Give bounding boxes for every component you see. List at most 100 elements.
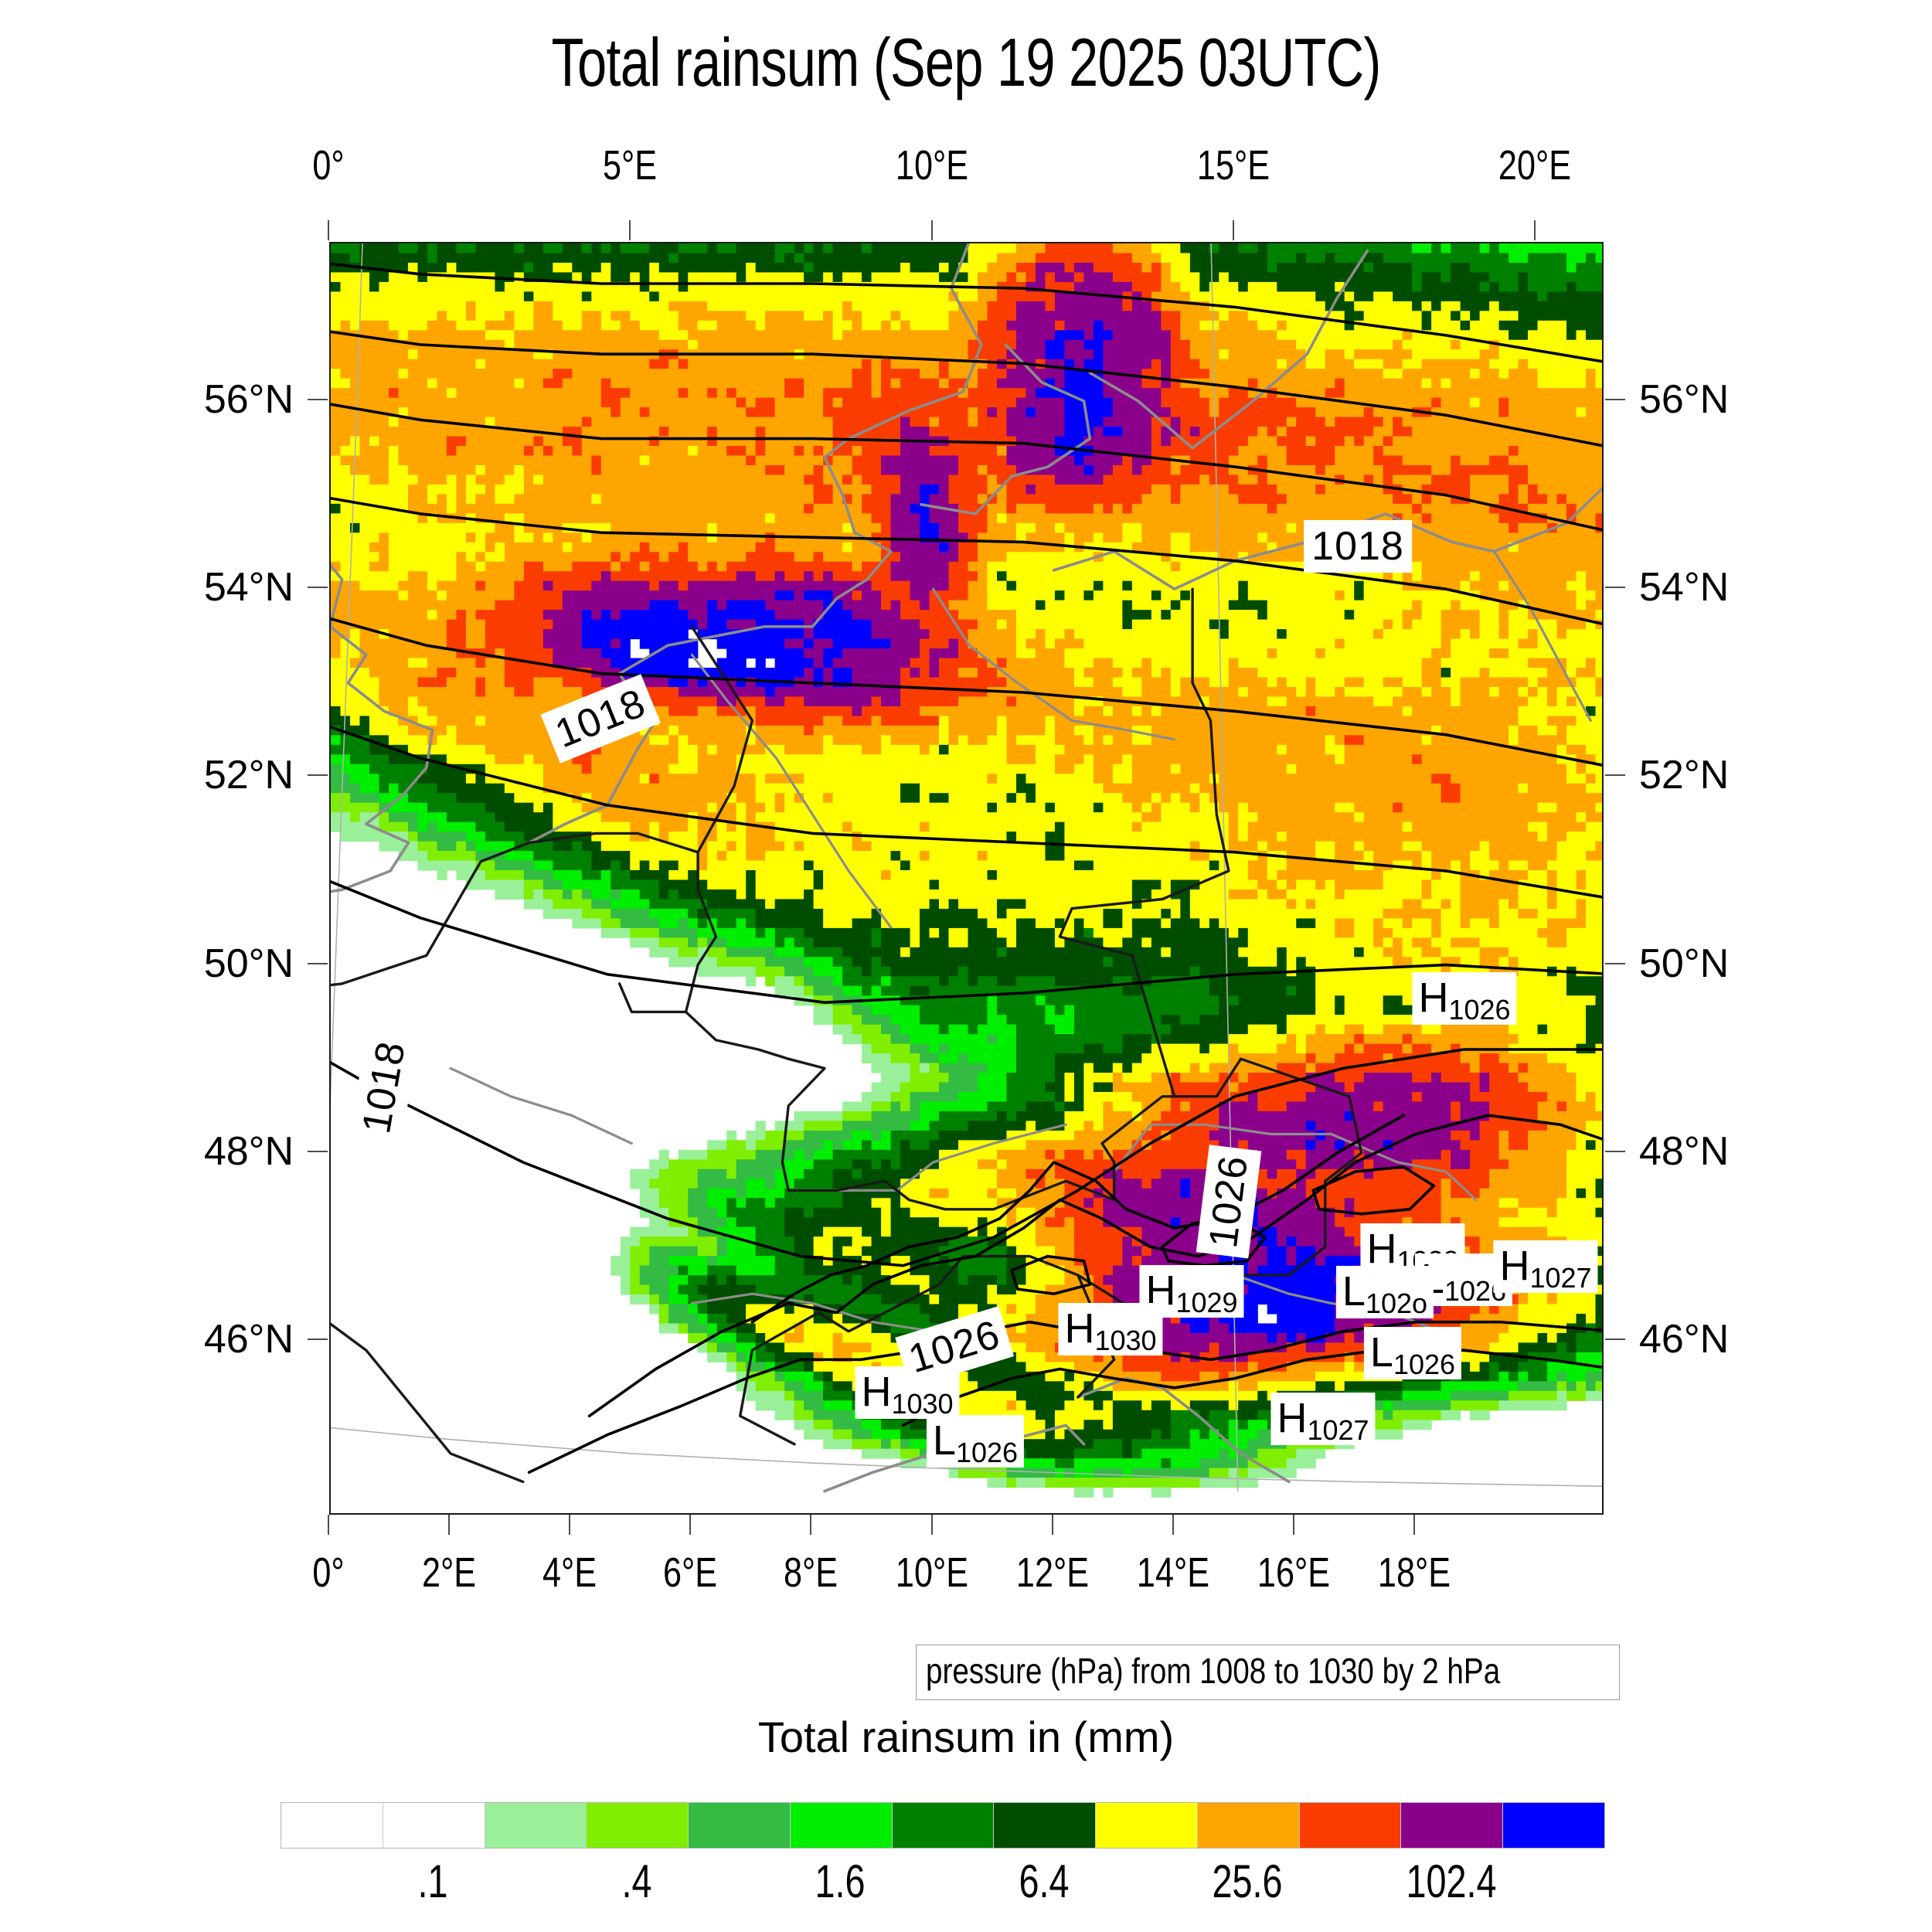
pressure-center-label: L102o <box>1335 1266 1434 1319</box>
colorbar-cell[interactable] <box>587 1803 689 1848</box>
pressure-center-value: 1026 <box>955 1437 1019 1468</box>
pressure-center-type: L <box>932 1417 956 1464</box>
bottom-tick-label: 10°E <box>895 1549 968 1596</box>
right-tick-label: 54°N <box>1639 565 1730 611</box>
top-tick-mark <box>328 220 329 240</box>
colorbar-cell[interactable] <box>281 1803 383 1848</box>
pressure-center-label: H1027 <box>1270 1393 1376 1445</box>
pressure-center-label: H1029 <box>1139 1265 1244 1318</box>
bottom-tick-label: 2°E <box>422 1549 477 1596</box>
colorbar-cell[interactable] <box>689 1803 791 1848</box>
right-tick-label: 48°N <box>1639 1128 1730 1174</box>
bottom-tick-mark <box>1413 1515 1415 1535</box>
bottom-tick-label: 12°E <box>1015 1549 1089 1596</box>
colorbar-tick-label: .1 <box>417 1855 448 1907</box>
left-tick-mark <box>308 962 328 964</box>
colorbar-tick-label: 25.6 <box>1212 1855 1284 1907</box>
right-tick-mark <box>1605 962 1625 964</box>
right-tick-mark <box>1605 399 1625 400</box>
left-tick-mark <box>308 774 328 777</box>
pressure-center-value: 1030 <box>1094 1325 1157 1356</box>
colorbar-cell[interactable] <box>994 1803 1097 1848</box>
left-tick-mark <box>308 1338 328 1340</box>
bottom-tick-mark <box>1172 1515 1174 1535</box>
bottom-tick-mark <box>1292 1515 1294 1535</box>
bottom-tick-label: 16°E <box>1257 1549 1330 1596</box>
map-plot-area[interactable]: H1026H1029H1030H1028L1026H1027L102oL1026… <box>329 242 1604 1515</box>
right-tick-mark <box>1605 774 1625 777</box>
bottom-tick-mark <box>1051 1515 1053 1535</box>
pressure-center-value: 1026 <box>1448 994 1511 1026</box>
colorbar-cell[interactable] <box>383 1803 485 1848</box>
top-tick-label: 20°E <box>1498 142 1572 189</box>
left-tick-label: 46°N <box>203 1317 294 1362</box>
colorbar-cell[interactable] <box>790 1803 893 1848</box>
pressure-center-type: H <box>861 1369 892 1415</box>
colorbar-cell[interactable] <box>1401 1803 1504 1848</box>
colorbar-caption: Total rainsum in (mm) <box>757 1713 1175 1761</box>
pressure-center-label: H1026 <box>1412 972 1517 1026</box>
pressure-center-value: 1027 <box>1529 1262 1592 1294</box>
pressure-center-type: L <box>1369 1329 1393 1376</box>
pressure-center-type: H <box>1418 975 1449 1021</box>
top-tick-mark <box>1534 220 1536 240</box>
colorbar-tick-label: 6.4 <box>1019 1855 1070 1907</box>
graticule-lines <box>331 243 1602 1492</box>
right-tick-mark <box>1605 1338 1625 1340</box>
left-tick-label: 52°N <box>203 753 294 798</box>
pressure-center-value: 1029 <box>1175 1287 1238 1318</box>
colorbar-tick-label: 102.4 <box>1406 1855 1497 1907</box>
pressure-center-type: L <box>1342 1268 1366 1315</box>
left-tick-mark <box>308 399 328 400</box>
bottom-tick-label: 6°E <box>663 1549 718 1596</box>
bottom-tick-label: 4°E <box>543 1549 597 1596</box>
left-tick-label: 48°N <box>203 1128 294 1174</box>
colorbar-tick-label: 1.6 <box>815 1855 866 1907</box>
left-tick-mark <box>308 1150 328 1152</box>
colorbar-cell[interactable] <box>485 1803 587 1848</box>
bottom-tick-mark <box>328 1515 329 1535</box>
top-tick-label: 15°E <box>1196 142 1270 189</box>
right-tick-mark <box>1605 587 1625 589</box>
bottom-tick-mark <box>689 1515 692 1535</box>
left-tick-label: 54°N <box>203 565 294 611</box>
pressure-center-type: H <box>1499 1243 1530 1289</box>
pressure-note-text: pressure (hPa) from 1008 to 1030 by 2 hP… <box>926 1651 1501 1691</box>
page-title: Total rainsum (Sep 19 2025 03UTC) <box>551 24 1381 100</box>
bottom-tick-label: 18°E <box>1377 1549 1451 1596</box>
bottom-tick-mark <box>448 1515 451 1535</box>
left-tick-label: 56°N <box>203 377 294 422</box>
left-tick-mark <box>308 587 328 589</box>
bottom-tick-label: 14°E <box>1136 1549 1209 1596</box>
pressure-center-label: H1027 <box>1493 1240 1598 1294</box>
colorbar-cell[interactable] <box>1503 1803 1604 1848</box>
right-tick-mark <box>1605 1150 1625 1152</box>
right-tick-label: 50°N <box>1639 940 1730 986</box>
pressure-center-value: 102o <box>1365 1287 1428 1319</box>
pressure-center-value: 1026 <box>1393 1349 1456 1380</box>
top-tick-label: 10°E <box>895 142 968 189</box>
contour-value-label: 1018 <box>1304 520 1412 573</box>
right-tick-label: 52°N <box>1639 753 1730 798</box>
bottom-tick-mark <box>810 1515 812 1535</box>
bottom-tick-mark <box>569 1515 571 1535</box>
bottom-tick-mark <box>930 1515 933 1535</box>
pressure-center-label: L1026 <box>1363 1327 1462 1380</box>
right-tick-label: 56°N <box>1639 377 1730 422</box>
pressure-center-type: H <box>1366 1226 1397 1272</box>
map-graphics <box>331 243 1602 1498</box>
colorbar-cell[interactable] <box>1299 1803 1402 1848</box>
colorbar-cell[interactable] <box>892 1803 995 1848</box>
colorbar[interactable] <box>281 1802 1605 1849</box>
pressure-isobar-lines <box>331 262 1602 1474</box>
top-tick-mark <box>629 220 631 240</box>
pressure-center-type: H <box>1064 1305 1095 1352</box>
pressure-center-type: H <box>1277 1395 1308 1441</box>
bottom-tick-label: 8°E <box>784 1549 838 1596</box>
colorbar-cell[interactable] <box>1197 1803 1300 1848</box>
colorbar-tick-label: .4 <box>621 1855 652 1907</box>
bottom-tick-label: 0° <box>312 1549 345 1596</box>
colorbar-cell[interactable] <box>1096 1803 1198 1848</box>
right-tick-label: 46°N <box>1639 1317 1730 1362</box>
